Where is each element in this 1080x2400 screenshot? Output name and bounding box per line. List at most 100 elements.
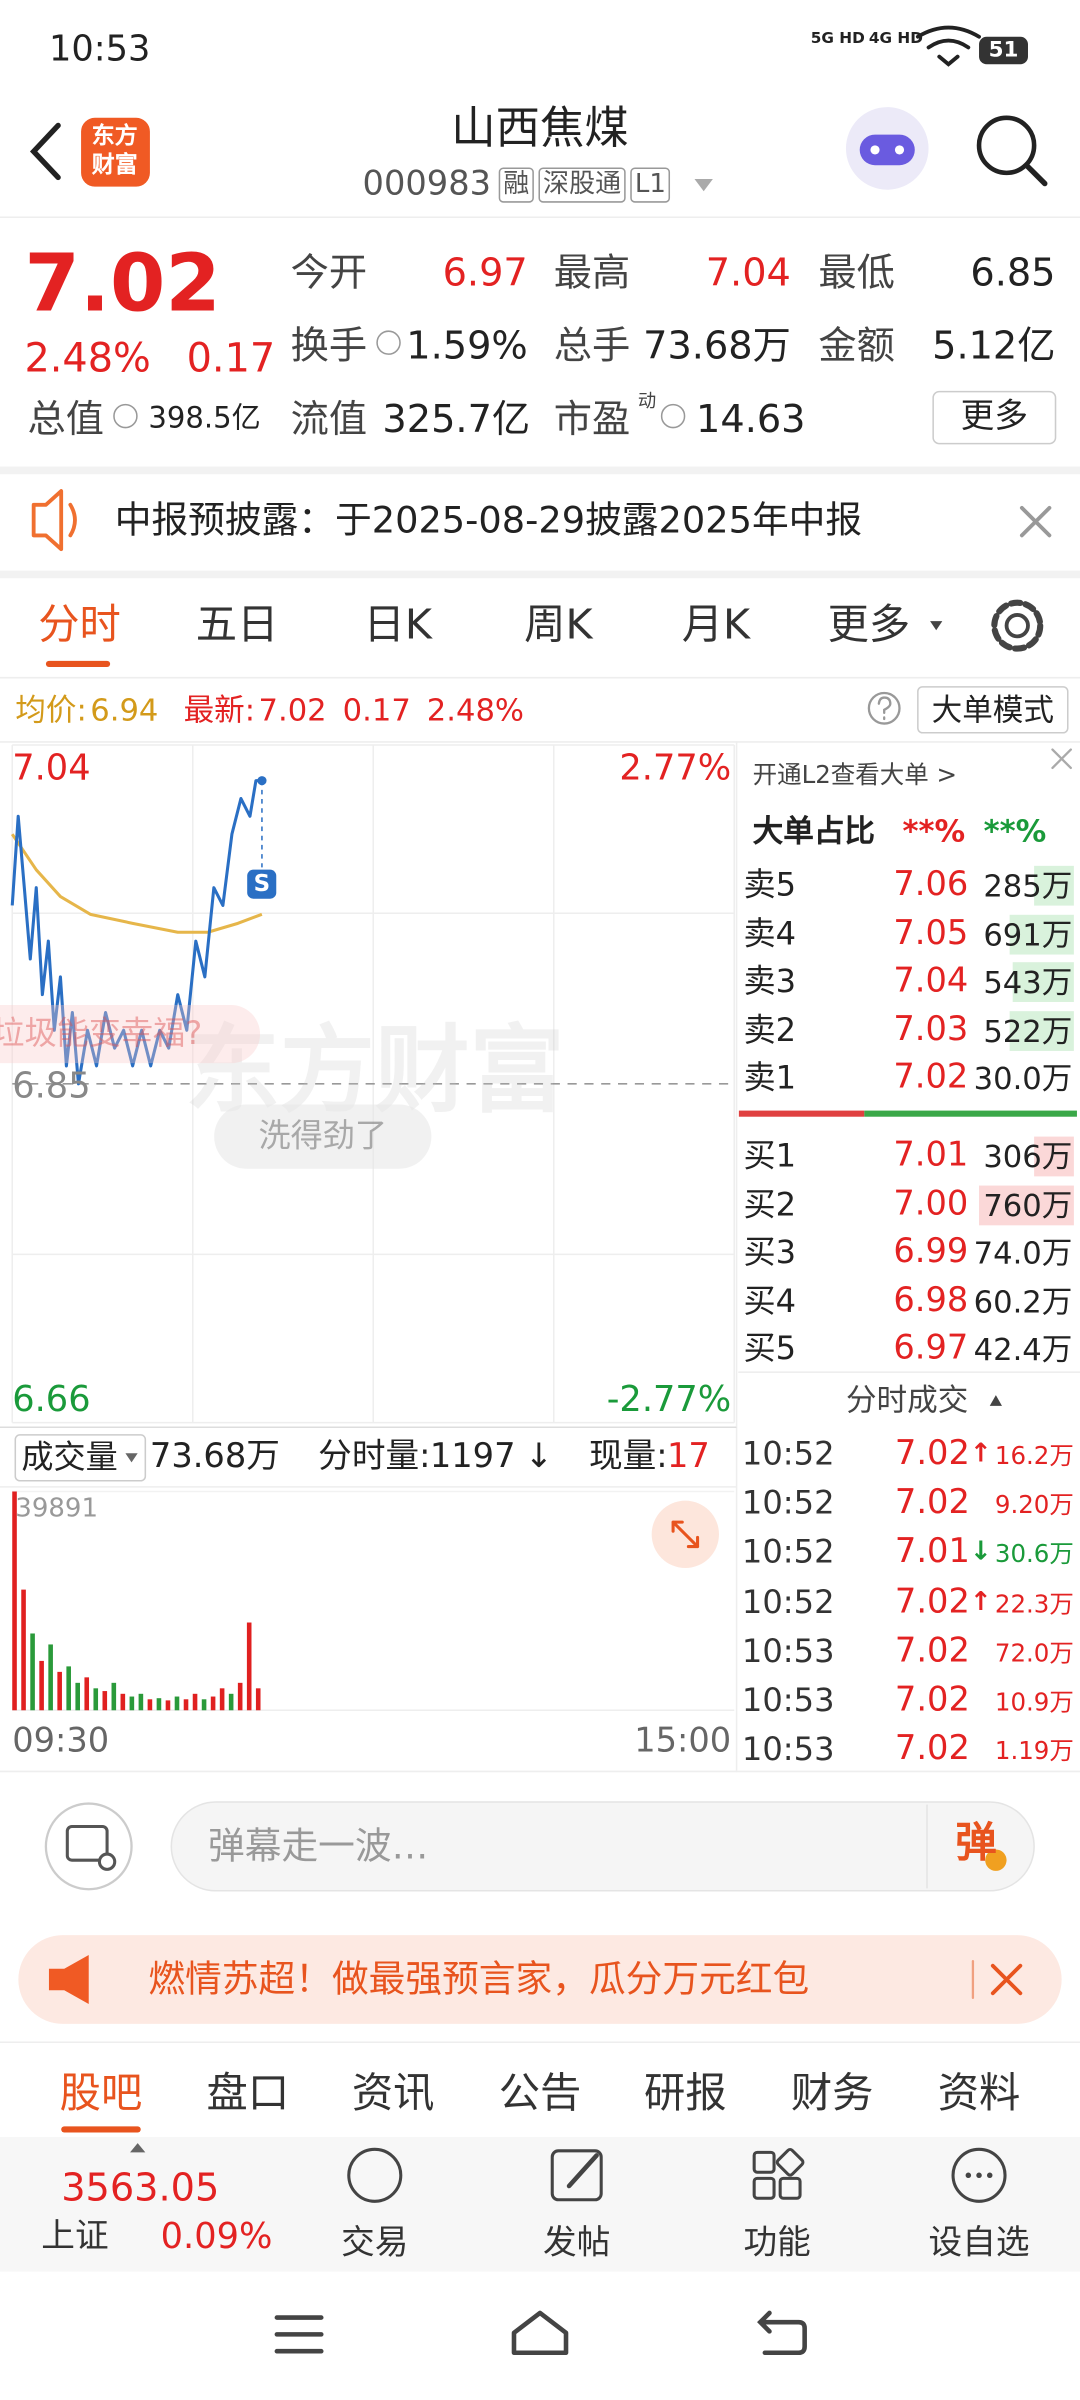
battery-icon: [979, 36, 1028, 65]
menu-icon[interactable]: [274, 2315, 324, 2354]
comment-icon[interactable]: [44, 1802, 133, 1891]
volume-bar: [192, 1693, 198, 1711]
dropdown-icon: [930, 621, 943, 631]
y-tick-label: 7.04: [12, 748, 91, 789]
network: 4G HD: [868, 30, 923, 48]
volume-bar: [174, 1696, 180, 1711]
index-pct: 0.09%: [160, 2217, 273, 2258]
notice[interactable]: 中报预披露：于2025-08-29披露2025年中报: [114, 498, 863, 542]
close-icon[interactable]: [1051, 748, 1072, 770]
trade-icon[interactable]: [347, 2147, 403, 2203]
nav-item[interactable]: 设自选: [928, 2224, 1030, 2263]
more-button[interactable]: [932, 390, 1057, 445]
volume-highlight: [1034, 1136, 1074, 1177]
info-icon[interactable]: [660, 403, 686, 429]
trade-volume: 9.20万: [994, 1490, 1074, 1520]
volume-bar: [30, 1633, 35, 1711]
bottom-tab[interactable]: 盘口: [206, 2070, 290, 2118]
bottom-tab[interactable]: 资料: [937, 2070, 1021, 2118]
x-tick-label: 09:30: [12, 1722, 110, 1761]
bottom-tab[interactable]: 资讯: [351, 2070, 435, 2118]
field-value: 398.5亿: [148, 401, 261, 436]
volume-highlight: [1034, 865, 1074, 906]
clock: 10:53: [48, 29, 151, 70]
nav-item[interactable]: 功能: [743, 2224, 811, 2263]
volume-bar: [129, 1696, 135, 1711]
close-icon[interactable]: [990, 1963, 1023, 1996]
stock-code: 000983: [362, 165, 492, 204]
price: 7.02: [24, 238, 221, 331]
tab[interactable]: 五日: [195, 601, 279, 650]
dropdown-icon[interactable]: [694, 178, 713, 192]
trade-price: 7.02: [894, 1681, 970, 1720]
info-change: 0.17: [342, 691, 411, 729]
marker: S: [247, 869, 277, 899]
comment-placeholder[interactable]: 弹幕走一波…: [208, 1824, 429, 1868]
trade-time: 10:53: [741, 1632, 835, 1670]
watermark: 东方财富: [185, 1014, 565, 1126]
field-sup: 动: [637, 390, 657, 412]
nav-item[interactable]: 发帖: [543, 2224, 611, 2263]
post-icon[interactable]: [550, 2149, 603, 2202]
field-label: 总值: [27, 396, 105, 442]
pct-label: 2.77%: [619, 748, 732, 789]
volume-bar: [102, 1691, 108, 1711]
volume-bar: [111, 1682, 117, 1711]
banner-text[interactable]: 燃情苏超！做最强预言家，瓜分万元红包: [148, 1958, 810, 2001]
badge: [985, 1849, 1007, 1871]
tab[interactable]: 更多: [827, 601, 911, 650]
trade-time: 10:53: [741, 1731, 835, 1768]
comment-input[interactable]: [170, 1801, 1035, 1892]
volume-bar: [183, 1699, 189, 1711]
banner[interactable]: [18, 1935, 1062, 2024]
avatar-face: [859, 134, 915, 166]
watchlist-icon[interactable]: [951, 2147, 1007, 2203]
home-icon[interactable]: [511, 2310, 569, 2356]
logo-text: 东方: [91, 121, 138, 150]
mode-button[interactable]: [917, 686, 1069, 734]
volume-bar: [48, 1644, 53, 1711]
settings-icon[interactable]: [1004, 613, 1030, 639]
field-label: 换手: [290, 323, 368, 368]
info-icon[interactable]: [113, 403, 138, 429]
back-icon[interactable]: [29, 122, 61, 181]
function-icon[interactable]: [752, 2150, 776, 2174]
info-icon[interactable]: [376, 330, 401, 355]
trade-dir: ↑: [969, 1586, 992, 1618]
bottom-tab[interactable]: 研报: [644, 2070, 727, 2118]
volume-current-label: 现量:: [588, 1437, 668, 1477]
tab[interactable]: 日K: [363, 601, 432, 650]
help-icon[interactable]: [867, 691, 901, 725]
volume-bar: [237, 1682, 243, 1711]
bottom-tab[interactable]: 财务: [790, 2070, 874, 2118]
level-label: 买5: [743, 1330, 797, 1367]
tab[interactable]: 月K: [681, 601, 751, 650]
tag: 深股通: [538, 167, 626, 203]
bottom-tab[interactable]: 股吧: [59, 2070, 143, 2118]
help-icon: [877, 696, 892, 721]
avatar-eye: [894, 145, 905, 155]
volume-select[interactable]: [14, 1434, 147, 1482]
level-label: 买4: [743, 1281, 797, 1319]
danmaku-button[interactable]: 弹: [955, 1819, 997, 1868]
nav-item[interactable]: 交易: [341, 2224, 409, 2263]
stock-name: 山西焦煤: [451, 101, 629, 154]
field-label: 流值: [290, 396, 368, 442]
post-icon: [566, 2153, 599, 2189]
tab[interactable]: 分时: [38, 601, 121, 650]
mode-button-label[interactable]: 大单模式: [931, 691, 1054, 729]
level-label: 卖2: [743, 1011, 797, 1048]
more-button-label[interactable]: 更多: [960, 397, 1029, 436]
field-value: 6.85: [970, 250, 1056, 295]
close-icon[interactable]: [1019, 505, 1052, 538]
field-label: 总手: [553, 323, 631, 368]
info-avg: 6.94: [90, 691, 159, 729]
comment-icon: [97, 1852, 117, 1871]
tab[interactable]: 周K: [524, 601, 593, 650]
volume-bar: [219, 1688, 225, 1711]
bottom-tab[interactable]: 公告: [498, 2070, 582, 2118]
search-icon[interactable]: [976, 115, 1037, 176]
l2-link[interactable]: 开通L2查看大单 >: [752, 760, 957, 790]
back-nav-icon[interactable]: [757, 2310, 807, 2356]
